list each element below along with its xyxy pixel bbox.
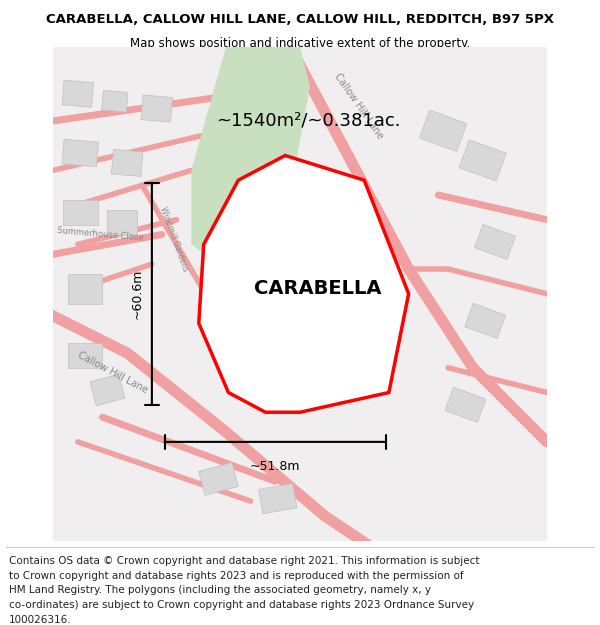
Bar [259,484,297,514]
Text: Callow Hill Lane: Callow Hill Lane [76,350,149,396]
Text: ~1540m²/~0.381ac.: ~1540m²/~0.381ac. [216,112,401,130]
Bar [62,139,98,167]
Bar [475,224,515,259]
Text: Windmill Gardens: Windmill Gardens [158,206,190,273]
Bar [90,374,125,406]
PathPatch shape [199,156,409,412]
Bar [101,90,128,112]
Text: Summerhouse Close: Summerhouse Close [56,226,143,242]
Text: to Crown copyright and database rights 2023 and is reproduced with the permissio: to Crown copyright and database rights 2… [9,571,464,581]
Text: CARABELLA: CARABELLA [254,279,381,298]
Text: co-ordinates) are subject to Crown copyright and database rights 2023 Ordnance S: co-ordinates) are subject to Crown copyr… [9,600,474,610]
Bar [68,343,103,367]
Text: Map shows position and indicative extent of the property.: Map shows position and indicative extent… [130,36,470,49]
Bar [445,388,486,422]
Text: HM Land Registry. The polygons (including the associated geometry, namely x, y: HM Land Registry. The polygons (includin… [9,586,431,596]
Bar [141,95,173,122]
Text: ~51.8m: ~51.8m [250,460,301,473]
Bar [62,80,94,107]
Bar [464,303,506,338]
Bar [112,149,143,176]
Text: ~60.6m: ~60.6m [131,269,143,319]
Text: CARABELLA, CALLOW HILL LANE, CALLOW HILL, REDDITCH, B97 5PX: CARABELLA, CALLOW HILL LANE, CALLOW HILL… [46,13,554,26]
Bar [68,274,103,304]
Bar [358,292,390,319]
Bar [419,110,467,151]
Text: 100026316.: 100026316. [9,615,71,625]
Bar [459,140,506,181]
Text: Contains OS data © Crown copyright and database right 2021. This information is : Contains OS data © Crown copyright and d… [9,556,479,566]
Polygon shape [191,47,310,269]
Bar [63,200,98,224]
Bar [329,228,365,256]
FancyBboxPatch shape [53,47,547,541]
Text: Callow Hill Lane: Callow Hill Lane [333,71,386,141]
Bar [107,210,137,234]
Bar [199,462,238,495]
